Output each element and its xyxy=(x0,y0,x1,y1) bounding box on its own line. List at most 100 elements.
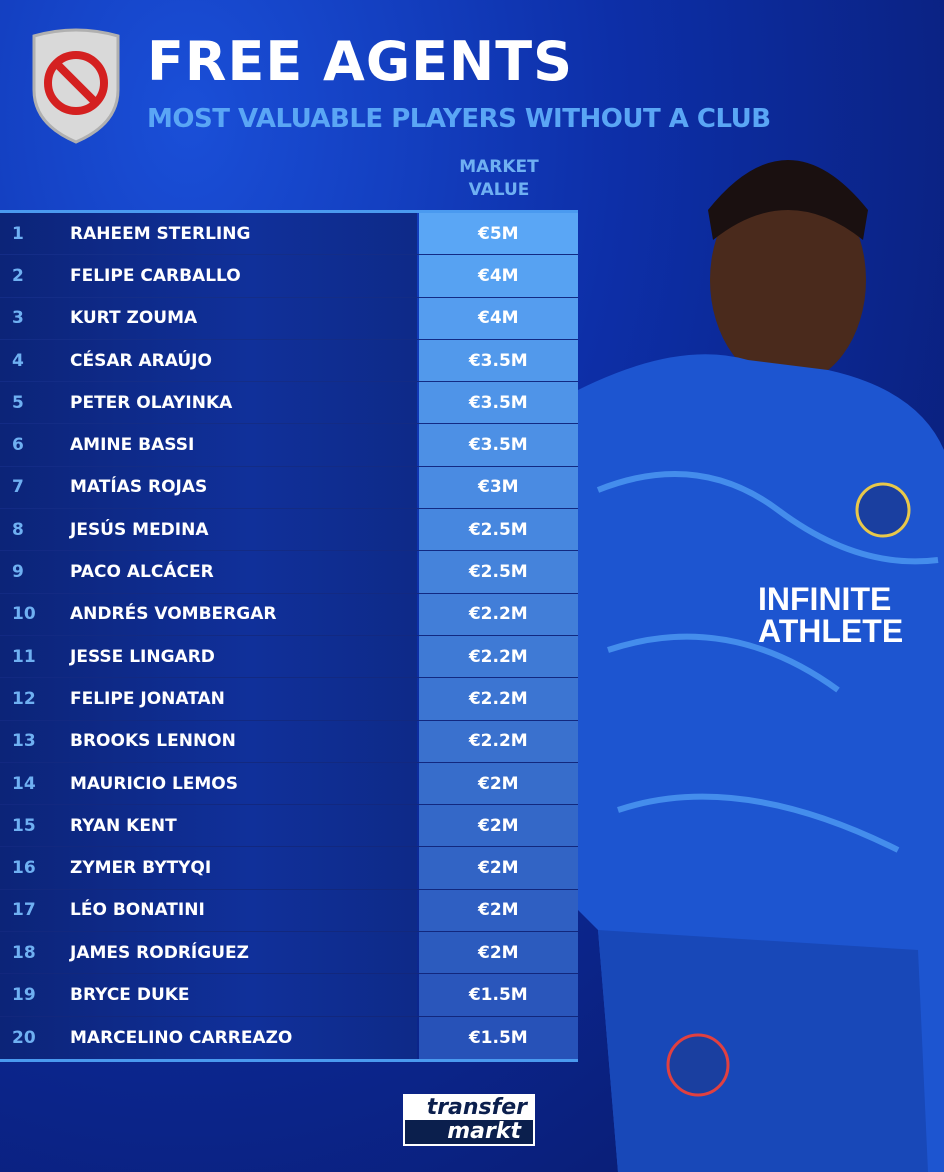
table-row: 18 JAMES RODRÍGUEZ €2M xyxy=(0,932,578,975)
table-row: 20 MARCELINO CARREAZO €1.5M xyxy=(0,1016,578,1059)
name-cell: 14 MAURICIO LEMOS xyxy=(0,762,417,805)
rank: 6 xyxy=(12,435,24,456)
market-value: €1.5M xyxy=(418,1016,578,1059)
header-line-1: MARKET xyxy=(459,157,539,177)
rank: 5 xyxy=(12,392,24,413)
rank: 3 xyxy=(12,308,24,329)
market-value: €2.2M xyxy=(418,593,578,635)
player-name: MATÍAS ROJAS xyxy=(70,477,208,498)
table-row: 17 LÉO BONATINI €2M xyxy=(0,889,578,933)
market-value: €2.5M xyxy=(418,509,578,551)
rank: 8 xyxy=(12,519,24,540)
market-value: €3.5M xyxy=(418,382,578,424)
table-row: 13 BROOKS LENNON €2.2M xyxy=(0,720,578,763)
name-cell: 13 BROOKS LENNON xyxy=(0,720,417,762)
player-name: JESÚS MEDINA xyxy=(70,519,209,540)
header-line-2: VALUE xyxy=(468,180,530,200)
player-name: RAHEEM STERLING xyxy=(70,223,251,244)
player-name: AMINE BASSI xyxy=(70,435,195,456)
player-photo: INFINITE ATHLETE xyxy=(578,160,944,1172)
player-name: KURT ZOUMA xyxy=(70,308,198,329)
rank: 7 xyxy=(12,477,24,498)
shirt-text-2: ATHLETE xyxy=(758,613,903,649)
table-row: 3 KURT ZOUMA €4M xyxy=(0,297,578,340)
rank: 20 xyxy=(12,1027,36,1048)
player-name: PACO ALCÁCER xyxy=(70,562,214,583)
market-value: €1.5M xyxy=(418,974,578,1016)
market-value: €2M xyxy=(418,932,578,974)
prohibited-badge-icon xyxy=(32,28,120,144)
logo-line-2: markt xyxy=(405,1120,533,1144)
rank: 11 xyxy=(12,646,36,667)
shirt-text-1: INFINITE xyxy=(758,581,891,617)
name-cell: 17 LÉO BONATINI xyxy=(0,889,417,932)
market-value: €3.5M xyxy=(418,424,578,466)
table-row: 15 RYAN KENT €2M xyxy=(0,805,578,848)
rank: 9 xyxy=(12,562,24,583)
table-row: 8 JESÚS MEDINA €2.5M xyxy=(0,509,578,552)
name-cell: 18 JAMES RODRÍGUEZ xyxy=(0,932,417,974)
market-value: €4M xyxy=(418,255,578,297)
name-cell: 16 ZYMER BYTYQI xyxy=(0,847,417,889)
name-cell: 20 MARCELINO CARREAZO xyxy=(0,1016,417,1059)
logo-line-1: transfer xyxy=(405,1096,533,1120)
market-value: €2M xyxy=(418,889,578,932)
market-value: €2.2M xyxy=(418,720,578,762)
name-cell: 9 PACO ALCÁCER xyxy=(0,551,417,593)
table-row: 10 ANDRÉS VOMBERGAR €2.2M xyxy=(0,593,578,636)
player-name: JESSE LINGARD xyxy=(70,646,215,667)
table-row: 14 MAURICIO LEMOS €2M xyxy=(0,762,578,806)
rank: 4 xyxy=(12,350,24,371)
table-row: 4 CÉSAR ARAÚJO €3.5M xyxy=(0,339,578,383)
player-name: BROOKS LENNON xyxy=(70,731,236,752)
market-value: €2.5M xyxy=(418,551,578,593)
rank: 17 xyxy=(12,900,36,921)
market-value: €2M xyxy=(418,762,578,805)
rank: 18 xyxy=(12,942,36,963)
player-name: ZYMER BYTYQI xyxy=(70,858,212,879)
player-name: JAMES RODRÍGUEZ xyxy=(70,942,249,963)
rank: 2 xyxy=(12,265,24,286)
transfermarkt-logo: transfer markt xyxy=(403,1094,535,1146)
name-cell: 5 PETER OLAYINKA xyxy=(0,382,417,424)
player-name: BRYCE DUKE xyxy=(70,984,190,1005)
table-row: 12 FELIPE JONATAN €2.2M xyxy=(0,678,578,721)
rank: 16 xyxy=(12,858,36,879)
market-value-header: MARKET VALUE xyxy=(420,156,578,202)
table-row: 5 PETER OLAYINKA €3.5M xyxy=(0,382,578,425)
rank: 15 xyxy=(12,815,36,836)
name-cell: 12 FELIPE JONATAN xyxy=(0,678,417,720)
player-name: ANDRÉS VOMBERGAR xyxy=(70,604,277,625)
name-cell: 7 MATÍAS ROJAS xyxy=(0,466,417,509)
market-value: €2.2M xyxy=(418,635,578,678)
table-row: 19 BRYCE DUKE €1.5M xyxy=(0,974,578,1017)
market-value: €2M xyxy=(418,805,578,847)
market-value: €2M xyxy=(418,847,578,889)
name-cell: 6 AMINE BASSI xyxy=(0,424,417,466)
player-name: FELIPE JONATAN xyxy=(70,688,225,709)
table-row: 6 AMINE BASSI €3.5M xyxy=(0,424,578,467)
name-cell: 4 CÉSAR ARAÚJO xyxy=(0,339,417,382)
rank: 14 xyxy=(12,773,36,794)
market-value: €5M xyxy=(418,213,578,255)
name-cell: 11 JESSE LINGARD xyxy=(0,635,417,678)
name-cell: 8 JESÚS MEDINA xyxy=(0,509,417,551)
name-cell: 3 KURT ZOUMA xyxy=(0,297,417,339)
player-name: MARCELINO CARREAZO xyxy=(70,1027,293,1048)
name-cell: 19 BRYCE DUKE xyxy=(0,974,417,1016)
table-row: 9 PACO ALCÁCER €2.5M xyxy=(0,551,578,594)
player-name: RYAN KENT xyxy=(70,815,177,836)
table-row: 2 FELIPE CARBALLO €4M xyxy=(0,255,578,298)
name-cell: 15 RYAN KENT xyxy=(0,805,417,847)
page-title: FREE AGENTS xyxy=(147,30,573,93)
player-name: LÉO BONATINI xyxy=(70,900,205,921)
table-row: 1 RAHEEM STERLING €5M xyxy=(0,213,578,256)
page-subtitle: MOST VALUABLE PLAYERS WITHOUT A CLUB xyxy=(147,104,771,134)
name-cell: 1 RAHEEM STERLING xyxy=(0,213,417,255)
rank: 12 xyxy=(12,688,36,709)
market-value: €3M xyxy=(418,466,578,509)
rank: 10 xyxy=(12,604,36,625)
free-agents-table: 1 RAHEEM STERLING €5M 2 FELIPE CARBALLO €4M 3 K… xyxy=(0,210,578,1062)
market-value: €2.2M xyxy=(418,678,578,720)
player-name: PETER OLAYINKA xyxy=(70,392,233,413)
